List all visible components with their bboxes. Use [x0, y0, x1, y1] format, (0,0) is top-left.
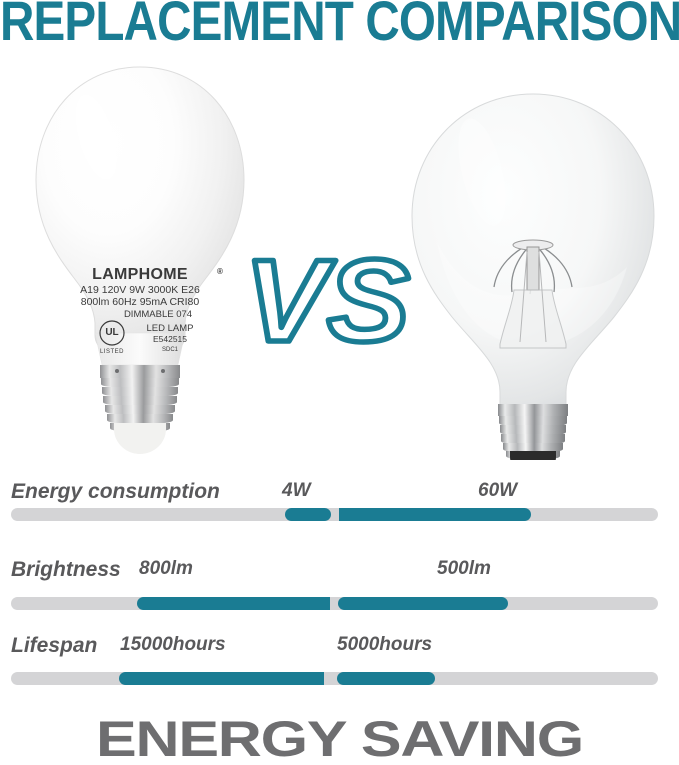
svg-text:®: ® [217, 267, 223, 276]
svg-text:800lm 60Hz 95mA CRI80: 800lm 60Hz 95mA CRI80 [81, 296, 200, 308]
svg-text:VS: VS [244, 254, 409, 359]
svg-text:LED LAMP: LED LAMP [147, 323, 194, 334]
svg-text:LAMPHOME: LAMPHOME [92, 266, 188, 283]
svg-text:SDC1: SDC1 [162, 347, 179, 353]
svg-text:A19 120V 9W 3000K E26: A19 120V 9W 3000K E26 [80, 284, 200, 296]
svg-text:DIMMABLE 074: DIMMABLE 074 [124, 309, 192, 320]
svg-text:E542515: E542515 [153, 334, 187, 344]
svg-text:LISTED: LISTED [100, 349, 124, 355]
svg-text:UL: UL [105, 327, 118, 338]
